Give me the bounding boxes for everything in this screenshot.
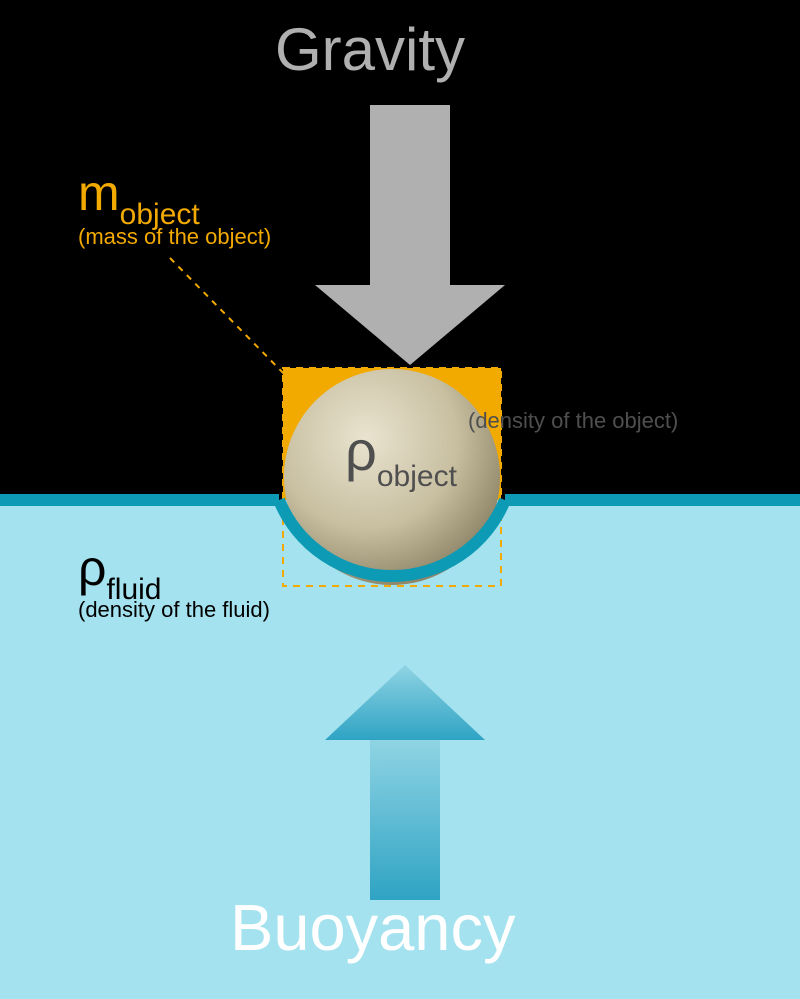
rho-object-caption: (density of the object) bbox=[468, 408, 678, 433]
rho-fluid-caption: (density of the fluid) bbox=[78, 597, 270, 622]
gravity-label: Gravity bbox=[275, 16, 465, 83]
buoyancy-diagram: Gravity Buoyancy mobject (mass of the ob… bbox=[0, 0, 800, 999]
m-object-caption: (mass of the object) bbox=[78, 224, 271, 249]
buoyancy-label: Buoyancy bbox=[230, 891, 516, 964]
